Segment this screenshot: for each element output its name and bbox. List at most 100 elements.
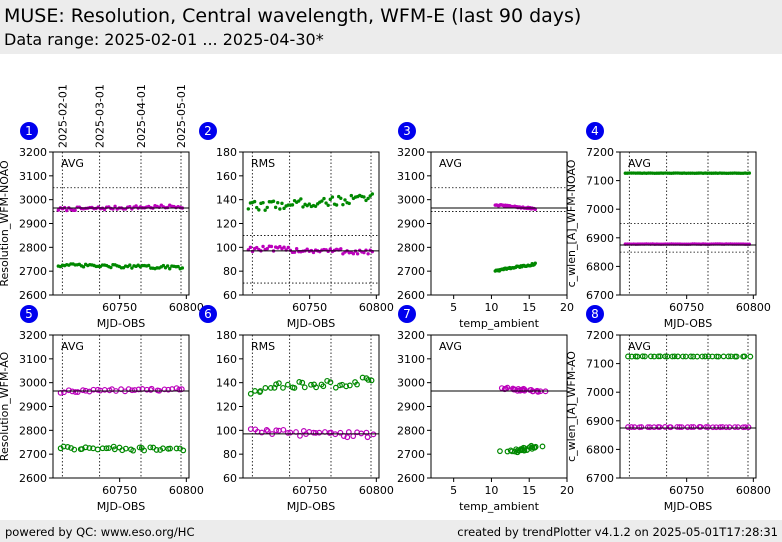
data-point — [703, 424, 709, 430]
y-tick-label: 80 — [223, 265, 237, 278]
data-point — [176, 386, 183, 393]
data-point — [160, 445, 166, 452]
data-point — [257, 208, 261, 212]
data-point — [147, 444, 154, 451]
data-point — [131, 387, 138, 393]
data-point — [65, 208, 69, 213]
footer-bar: powered by QC: www.eso.org/HC created by… — [0, 520, 782, 542]
data-point — [312, 429, 319, 436]
data-point — [265, 247, 269, 251]
data-point — [247, 426, 254, 433]
y-tick-label: 3200 — [19, 146, 47, 159]
data-point — [350, 433, 357, 440]
header-bar: MUSE: Resolution, Central wavelength, WF… — [0, 0, 782, 54]
data-point — [320, 199, 324, 203]
data-point — [639, 353, 646, 360]
data-point — [733, 353, 740, 360]
data-point — [334, 203, 339, 207]
data-point — [286, 245, 290, 250]
y-tick-label: 160 — [216, 353, 237, 366]
data-point — [745, 424, 752, 431]
data-point — [307, 202, 311, 206]
data-point — [161, 263, 166, 268]
y-tick-label: 2900 — [397, 401, 425, 414]
data-point — [324, 377, 331, 384]
panel-number: 8 — [591, 307, 599, 321]
data-point — [638, 424, 645, 430]
y-tick-label: 3000 — [397, 377, 425, 390]
chart-panel-3: 3 AVG 2600 2700 2800 2900 3000 3100 3200 5 10 15 20 t… — [397, 122, 574, 330]
data-point — [113, 204, 117, 208]
data-point — [339, 196, 343, 200]
data-point — [111, 446, 118, 453]
data-point — [684, 424, 691, 431]
plot-frame — [619, 334, 757, 479]
data-point — [742, 424, 749, 431]
date-marker-label: 2025-02-01 — [56, 84, 69, 148]
data-point — [261, 244, 265, 249]
data-point — [313, 384, 320, 391]
chart-panel-4: 4 AVG 6700 6800 6900 7000 7100 7200 60750 60800 MJ… — [565, 122, 771, 330]
y-tick-label: 7200 — [586, 146, 614, 159]
data-point — [263, 426, 270, 433]
chart-panel-8: 8 AVG 6700 6800 6900 7000 7100 7200 60750 60800 MJ… — [565, 305, 771, 513]
y-tick-label: 3100 — [19, 353, 47, 366]
data-point — [354, 381, 360, 388]
x-tick-label: 60800 — [169, 484, 204, 497]
y-tick-label: 160 — [216, 170, 237, 183]
panel-number-badge — [586, 305, 604, 323]
y-tick-label: 2600 — [397, 289, 425, 302]
data-point — [257, 388, 264, 394]
x-tick-label: 60800 — [736, 484, 771, 497]
data-point — [326, 203, 330, 208]
data-point — [747, 353, 754, 360]
x-tick-label: 60750 — [669, 484, 704, 497]
data-point — [282, 245, 286, 249]
data-point — [273, 427, 280, 434]
data-point — [697, 424, 704, 430]
data-point — [153, 447, 160, 453]
data-point — [725, 353, 732, 360]
y-tick-label: 140 — [216, 194, 237, 207]
data-point — [311, 250, 316, 255]
data-point — [128, 263, 132, 267]
x-tick-label: 60750 — [292, 301, 327, 314]
data-point — [71, 446, 78, 453]
data-point — [678, 424, 685, 431]
data-point — [671, 353, 678, 360]
data-point — [533, 261, 537, 265]
plot-frame — [430, 151, 568, 296]
data-point — [690, 353, 697, 360]
data-point — [65, 387, 72, 394]
data-point — [310, 429, 317, 436]
data-point — [529, 444, 536, 451]
data-point — [521, 445, 528, 452]
data-point — [81, 265, 86, 269]
data-point — [278, 207, 282, 211]
data-point — [258, 429, 265, 436]
data-point — [102, 207, 107, 212]
data-point — [625, 353, 631, 360]
data-point — [299, 379, 306, 386]
data-point — [308, 381, 314, 388]
y-tick-label: 2600 — [19, 289, 47, 302]
data-point — [368, 377, 375, 384]
y-tick-label: 2900 — [19, 401, 47, 414]
panel-number: 4 — [591, 124, 599, 138]
y-tick-label: 7200 — [586, 329, 614, 342]
data-point — [330, 195, 335, 199]
chart-panel-5: 5 AVG 2600 2700 2800 2900 3000 3100 3200 60750 608… — [0, 305, 204, 513]
panel-number-badge — [199, 122, 217, 140]
data-point — [364, 434, 371, 441]
x-axis-label: temp_ambient — [459, 500, 540, 513]
data-point — [180, 266, 185, 270]
data-point — [99, 445, 106, 452]
panel-number: 6 — [204, 307, 212, 321]
y-tick-label: 2700 — [397, 265, 425, 278]
y-tick-label: 3100 — [397, 353, 425, 366]
y-axis-label: Resolution_WFM-NOAO — [0, 160, 11, 287]
x-tick-label: 10 — [484, 301, 498, 314]
data-point — [644, 424, 651, 431]
data-point — [180, 447, 187, 454]
